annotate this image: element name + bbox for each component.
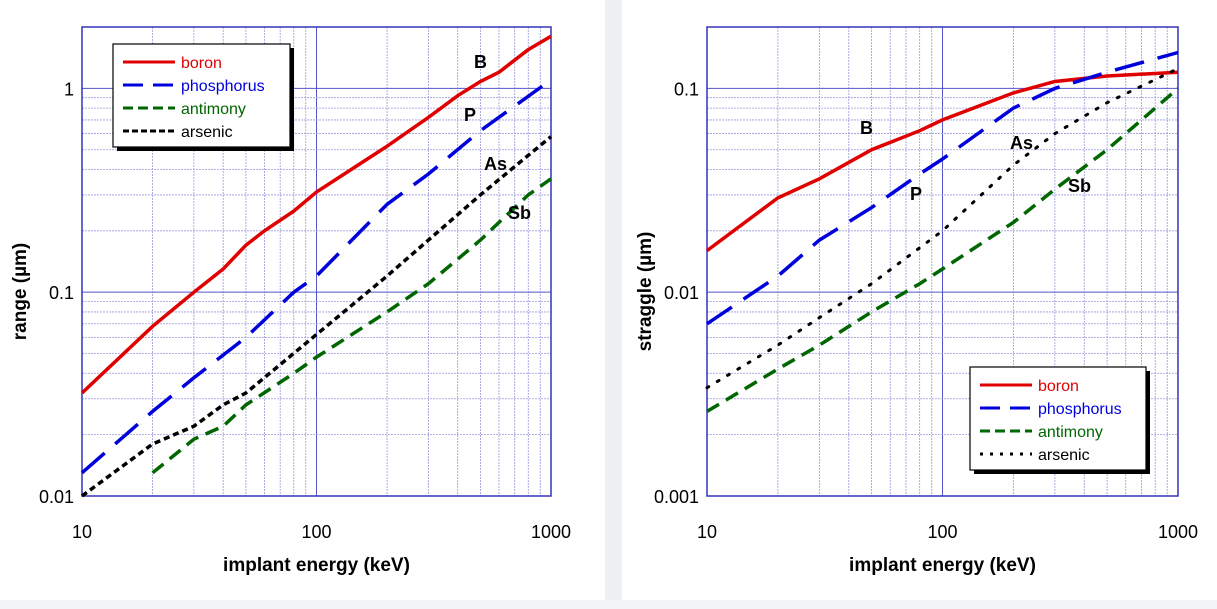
series-annotation-arsenic: As: [1010, 133, 1033, 153]
y-axis-label: straggle (µm): [635, 232, 656, 352]
series-annotation-boron: B: [860, 118, 873, 138]
x-axis-label: implant energy (keV): [223, 555, 410, 576]
x-tick-label: 10: [72, 522, 92, 542]
y-tick-label: 0.001: [654, 487, 699, 507]
series-line-antimony: [151, 177, 553, 475]
series-annotation-arsenic: As: [484, 154, 507, 174]
plot-frame: [706, 26, 1179, 497]
x-tick-label: 10: [697, 522, 717, 542]
x-tick-label: 1000: [1158, 522, 1198, 542]
series-line-phosphorus: [80, 78, 553, 475]
legend-label-antimony: antimony: [181, 101, 246, 118]
legend-label-phosphorus: phosphorus: [1038, 401, 1122, 418]
series-annotation-antimony: Sb: [1068, 176, 1091, 196]
series-annotation-phosphorus: P: [910, 184, 922, 204]
chart-range: 10 100 1000 0.01 0.1 1 implant energy (keV) ran…: [10, 26, 571, 576]
series-line-arsenic: [705, 67, 1180, 390]
x-tick-label: 100: [301, 522, 331, 542]
series-annotation-boron: B: [474, 52, 487, 72]
legend: boron phosphorus antimony arsenic: [112, 43, 294, 151]
x-tick-label: 1000: [531, 522, 571, 542]
series-line-boron: [80, 34, 552, 395]
series-annotation-antimony: Sb: [508, 203, 531, 223]
legend-label-boron: boron: [1038, 378, 1079, 395]
y-tick-label: 1: [64, 79, 74, 99]
panel-divider: [605, 0, 622, 609]
legend-label-antimony: antimony: [1038, 424, 1103, 441]
series-line-phosphorus: [706, 50, 1179, 326]
bottom-strip: [0, 600, 1217, 609]
legend: boron phosphorus antimony arsenic: [969, 366, 1150, 474]
series-annotation-phosphorus: P: [464, 105, 476, 125]
chart-straggle: 10 100 1000 0.001 0.01 0.1 implant energy (keV…: [635, 26, 1198, 576]
legend-label-arsenic: arsenic: [1038, 447, 1090, 464]
series-line-antimony: [706, 87, 1180, 413]
legend-label-phosphorus: phosphorus: [181, 78, 265, 95]
legend-label-boron: boron: [181, 55, 222, 72]
y-tick-label: 0.1: [49, 283, 74, 303]
y-tick-label: 0.01: [664, 283, 699, 303]
x-axis-label: implant energy (keV): [849, 555, 1036, 576]
y-tick-label: 0.1: [674, 79, 699, 99]
series-line-arsenic: [80, 135, 553, 498]
plot-frame: [81, 26, 552, 497]
y-axis-label: range (µm): [10, 243, 31, 341]
x-tick-label: 100: [927, 522, 957, 542]
legend-label-arsenic: arsenic: [181, 124, 233, 141]
grid: [707, 27, 1178, 496]
y-tick-label: 0.01: [39, 487, 74, 507]
